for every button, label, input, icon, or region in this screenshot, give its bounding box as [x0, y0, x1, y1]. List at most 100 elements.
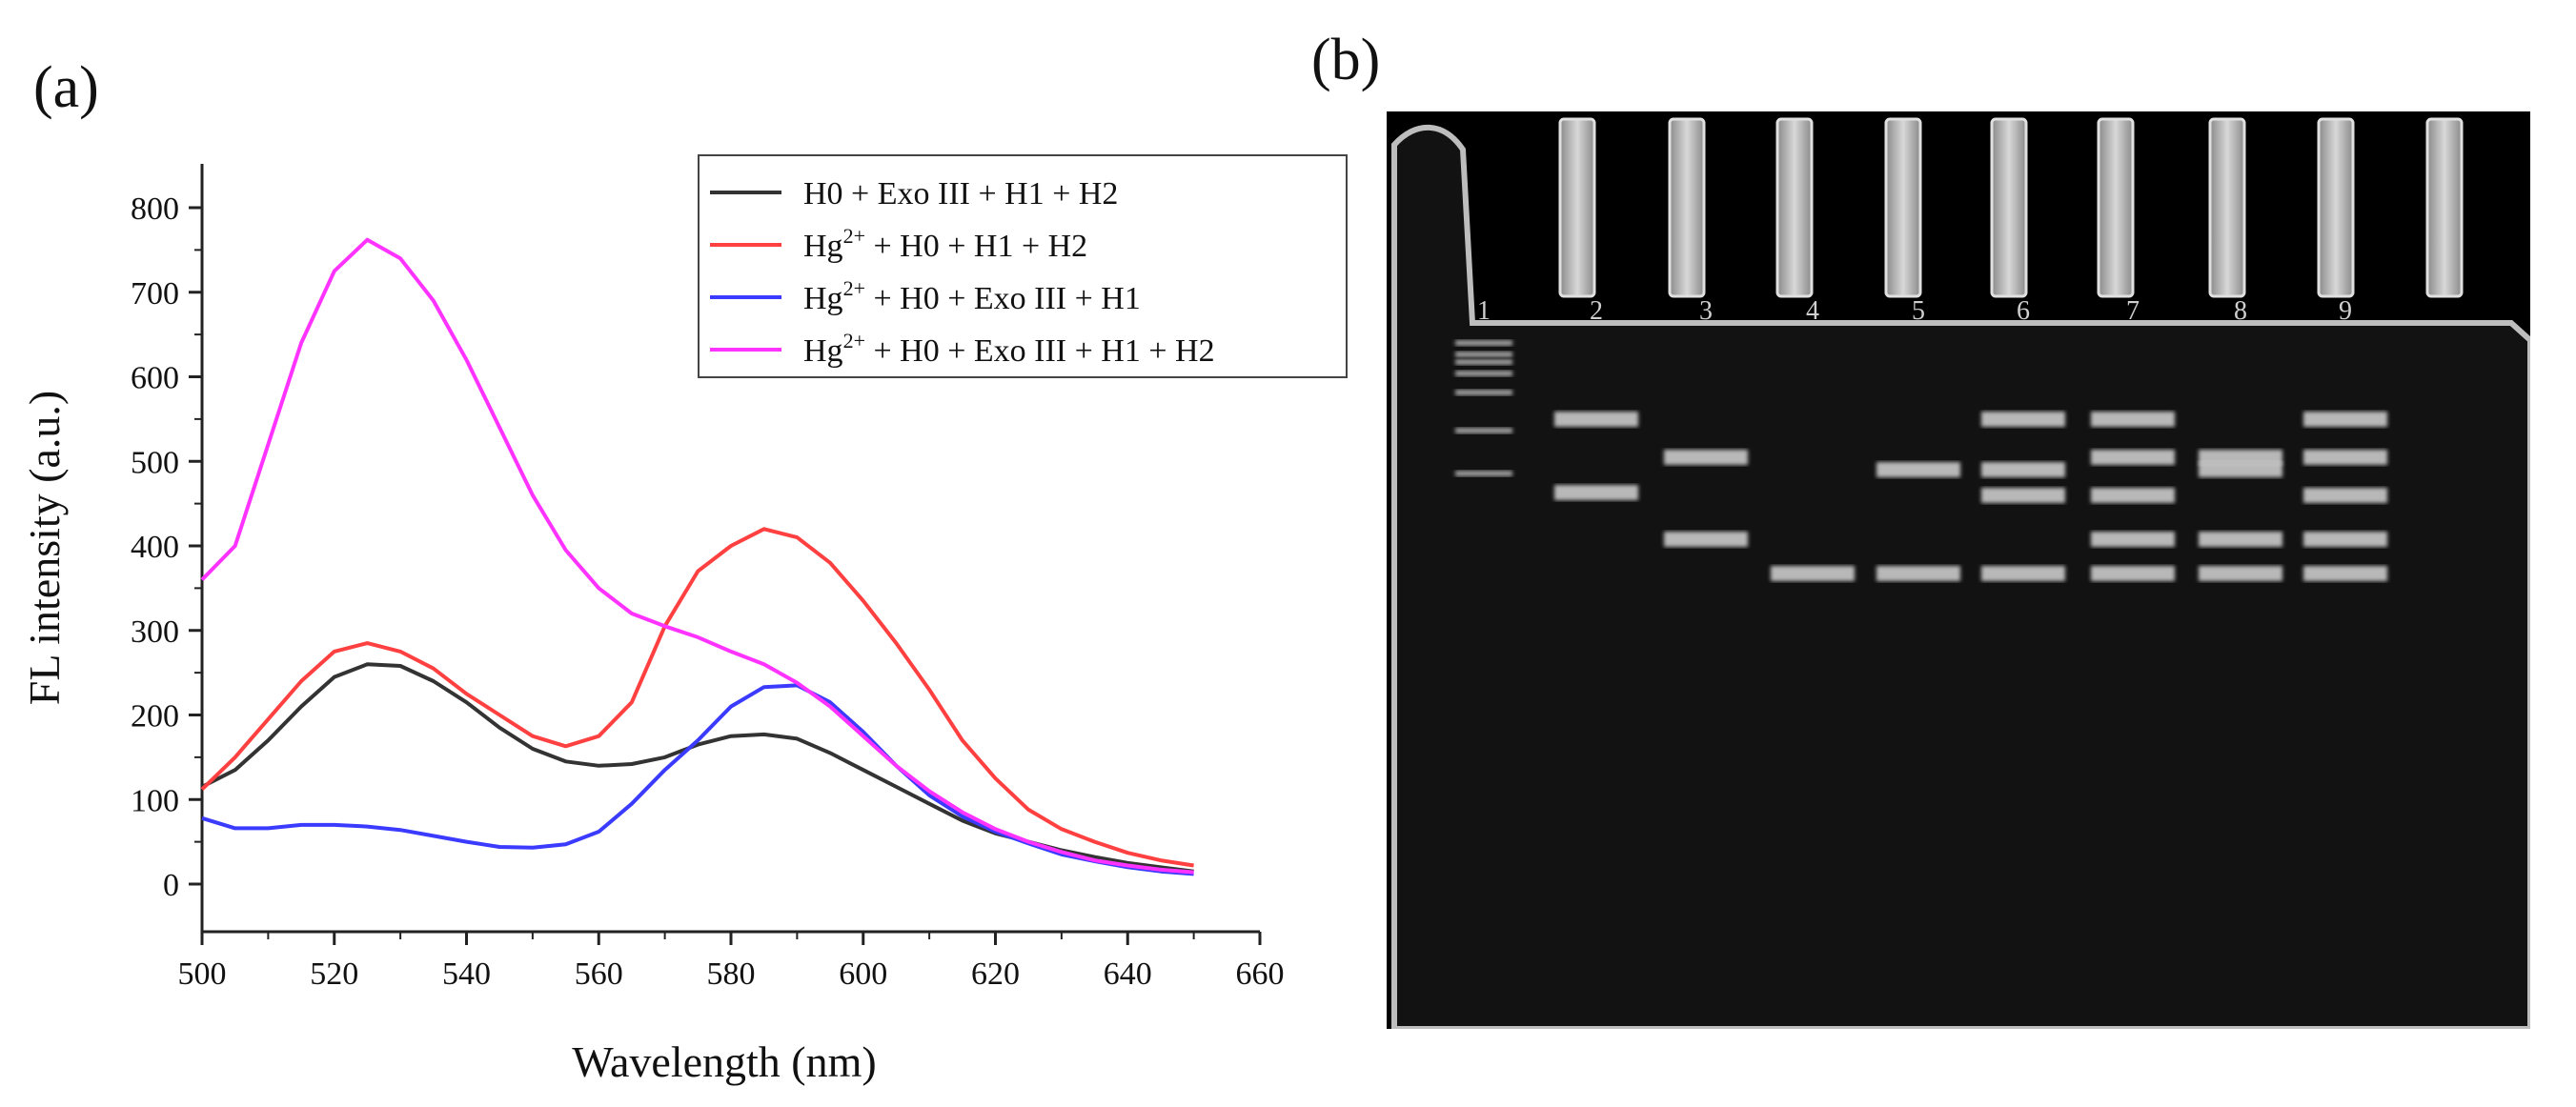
legend-label: Hg2+ + H0 + H1 + H2 [803, 224, 1087, 264]
legend-label-superscript: 2+ [843, 276, 865, 300]
series-line-4 [200, 237, 1194, 875]
gel-band [2303, 450, 2387, 465]
gel-band [1876, 566, 1960, 581]
gel-band [2303, 532, 2387, 547]
lane-label-3: 3 [1699, 296, 1713, 326]
gel-well [1668, 117, 1706, 298]
legend-label-superscript: 2+ [843, 329, 865, 352]
y-tick-label: 700 [131, 276, 179, 312]
gel-band [2199, 566, 2282, 581]
x-tick-label: 600 [839, 956, 887, 992]
gel-band [2199, 532, 2282, 547]
lane-label-7: 7 [2126, 296, 2140, 326]
gel-well [1558, 117, 1596, 298]
x-tick-label: 500 [178, 956, 227, 992]
x-tick-label: 560 [575, 956, 623, 992]
gel-band [2091, 532, 2175, 547]
legend-label-base: H0 + Exo III + H1 + H2 [803, 176, 1118, 211]
y-tick-label: 100 [131, 783, 179, 818]
gel-image: 1 2 3 4 5 6 7 8 9 [1387, 111, 2533, 1032]
y-axis-ticks: 0 100 200 300 400 500 600 700 800 [131, 191, 202, 903]
gel-well [2208, 117, 2246, 298]
gel-band [2303, 412, 2387, 427]
legend-box [698, 154, 1348, 378]
y-tick-label: 400 [131, 530, 179, 565]
legend-label-rest: + H0 + Exo III + H1 + H2 [865, 333, 1215, 369]
lane-label-8: 8 [2234, 296, 2247, 326]
legend-label-base: Hg [803, 333, 843, 369]
y-tick-label: 600 [131, 361, 179, 396]
gel-band [2091, 412, 2175, 427]
gel-bands [1455, 340, 2387, 581]
gel-well [2425, 117, 2464, 298]
legend-label: H0 + Exo III + H1 + H2 [803, 176, 1118, 211]
x-tick-label: 640 [1104, 956, 1152, 992]
spectra-panel: (a) 0 100 200 300 400 500 600 700 800 500 520 540 5… [20, 55, 1348, 1086]
ladder-band [1455, 428, 1512, 433]
y-tick-label: 800 [131, 191, 179, 227]
gel-band [1981, 488, 2065, 503]
y-tick-label: 500 [131, 445, 179, 480]
lane-label-1: 1 [1477, 296, 1491, 326]
ladder-band [1455, 371, 1512, 376]
lane-label-6: 6 [2017, 296, 2030, 326]
gel-band [1771, 566, 1855, 581]
gel-electrophoresis-image: 1 2 3 4 5 6 7 8 9 [1387, 111, 2533, 1032]
legend-label-base: Hg [803, 229, 843, 264]
ladder-band [1455, 340, 1512, 346]
lane-label-5: 5 [1912, 296, 1925, 326]
gel-band [1876, 462, 1960, 477]
gel-band [2091, 566, 2175, 581]
x-tick-label: 620 [971, 956, 1020, 992]
gel-band [2199, 462, 2282, 477]
legend-label-rest: + H0 + Exo III + H1 [865, 281, 1141, 316]
gel-lane-labels: 1 2 3 4 5 6 7 8 9 [1477, 296, 2352, 326]
y-tick-label: 0 [163, 868, 179, 903]
gel-band [2199, 450, 2282, 465]
gel-well [1884, 117, 1922, 298]
gel-band [1981, 566, 2065, 581]
lane-label-9: 9 [2339, 296, 2352, 326]
gel-well [1990, 117, 2028, 298]
legend-label: Hg2+ + H0 + Exo III + H1 [803, 276, 1141, 316]
gel-band [1981, 412, 2065, 427]
legend-label-superscript: 2+ [843, 224, 865, 248]
gel-band [1554, 485, 1638, 500]
gel-well [1775, 117, 1814, 298]
series-lines [200, 237, 1194, 876]
lane-label-2: 2 [1590, 296, 1603, 326]
x-tick-label: 540 [442, 956, 491, 992]
x-tick-label: 520 [310, 956, 358, 992]
gel-band [1554, 412, 1638, 427]
gel-band [2303, 566, 2387, 581]
x-axis-ticks: 500 520 540 560 580 600 620 640 660 [178, 932, 1285, 992]
x-tick-label: 580 [707, 956, 756, 992]
y-tick-label: 200 [131, 699, 179, 735]
series-line-1 [201, 662, 1194, 874]
gel-band [1664, 532, 1748, 547]
y-tick-label: 300 [131, 614, 179, 650]
gel-wells [1558, 117, 2464, 298]
x-axis-label: Wavelength (nm) [572, 1037, 876, 1086]
ladder-band [1455, 471, 1512, 476]
gel-well [2097, 117, 2135, 298]
gel-band [2303, 488, 2387, 503]
legend-label: Hg2+ + H0 + Exo III + H1 + H2 [803, 329, 1215, 369]
gel-band [2091, 450, 2175, 465]
gel-band [2091, 488, 2175, 503]
panel-a-label: (a) [33, 55, 99, 120]
lane-label-4: 4 [1806, 296, 1819, 326]
gel-well [2317, 117, 2355, 298]
ladder-band [1455, 390, 1512, 395]
panel-b-label: (b) [1311, 28, 1381, 92]
ladder-band [1455, 359, 1512, 365]
series-line-2 [200, 527, 1194, 868]
x-tick-label: 660 [1236, 956, 1285, 992]
y-axis-label: FL intensity (a.u.) [20, 391, 69, 705]
legend-label-rest: + H0 + H1 + H2 [865, 229, 1087, 264]
ladder-band [1455, 352, 1512, 357]
legend-label-base: Hg [803, 281, 843, 316]
gel-band [1981, 462, 2065, 477]
